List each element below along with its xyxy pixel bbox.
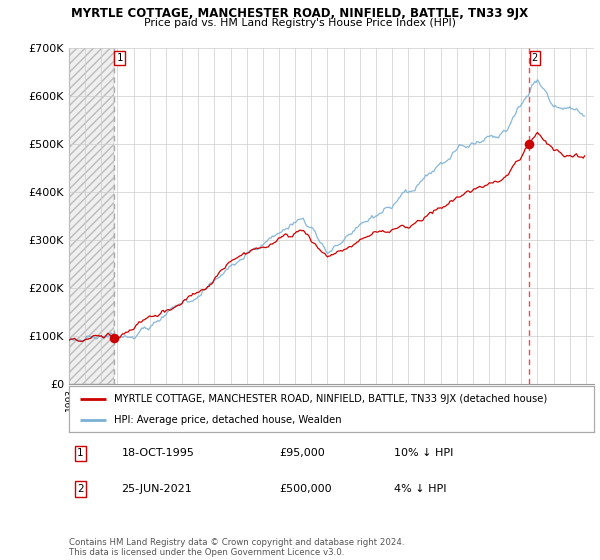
Text: 10% ↓ HPI: 10% ↓ HPI	[395, 449, 454, 458]
Point	[524, 139, 534, 148]
Text: 1: 1	[77, 449, 84, 458]
Text: 2: 2	[77, 484, 84, 494]
Text: MYRTLE COTTAGE, MANCHESTER ROAD, NINFIELD, BATTLE, TN33 9JX: MYRTLE COTTAGE, MANCHESTER ROAD, NINFIEL…	[71, 7, 529, 20]
Text: 1: 1	[116, 53, 123, 63]
Text: Price paid vs. HM Land Registry's House Price Index (HPI): Price paid vs. HM Land Registry's House …	[144, 18, 456, 28]
Text: £95,000: £95,000	[279, 449, 325, 458]
Text: MYRTLE COTTAGE, MANCHESTER ROAD, NINFIELD, BATTLE, TN33 9JX (detached house): MYRTLE COTTAGE, MANCHESTER ROAD, NINFIEL…	[113, 394, 547, 404]
Text: Contains HM Land Registry data © Crown copyright and database right 2024.
This d: Contains HM Land Registry data © Crown c…	[69, 538, 404, 557]
Text: 2: 2	[532, 53, 538, 63]
Text: 4% ↓ HPI: 4% ↓ HPI	[395, 484, 447, 494]
Point	[109, 334, 119, 343]
Text: 18-OCT-1995: 18-OCT-1995	[121, 449, 194, 458]
Text: HPI: Average price, detached house, Wealden: HPI: Average price, detached house, Weal…	[113, 415, 341, 425]
Bar	[69, 48, 114, 384]
Text: £500,000: £500,000	[279, 484, 332, 494]
Text: 25-JUN-2021: 25-JUN-2021	[121, 484, 192, 494]
